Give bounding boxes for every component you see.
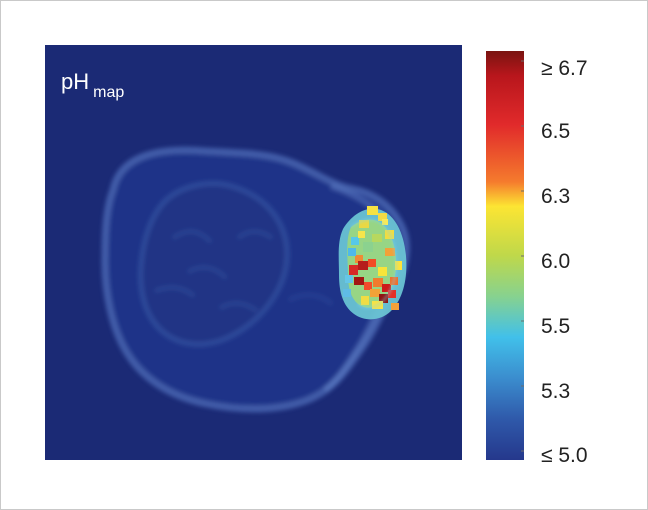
ph-colorbar: [486, 51, 524, 460]
colorbar-label-6-3: 6.3: [541, 185, 571, 208]
colorbar-label-max: ≥ 6.7: [541, 57, 588, 80]
colorbar-label-5-5: 5.5: [541, 315, 571, 338]
ph-map-label: pH map: [61, 69, 124, 101]
colorbar-label-6-0: 6.0: [541, 250, 571, 273]
ph-map-label-main: pH: [61, 69, 90, 94]
ph-map-label-subscript: map: [93, 84, 125, 101]
ph-colorbar-ticks: [521, 60, 524, 452]
colorbar-label-min: ≤ 5.0: [541, 444, 588, 467]
colorbar-label-6-5: 6.5: [541, 120, 571, 143]
ph-map-image: pH map: [45, 45, 462, 460]
anatomy-outline: [101, 146, 410, 413]
colorbar-label-5-3: 5.3: [541, 380, 571, 403]
ph-hotspot: [338, 206, 407, 320]
ph-map-svg: [45, 45, 462, 460]
